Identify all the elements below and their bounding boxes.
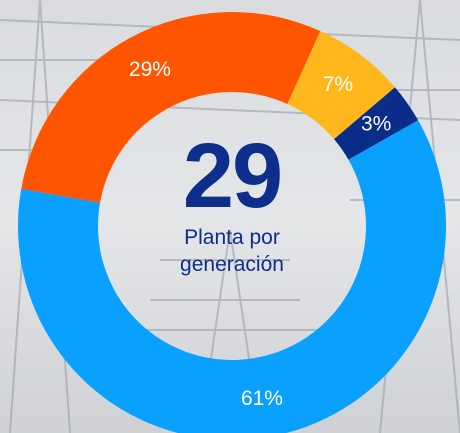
donut-segment <box>334 87 419 160</box>
value-label: 29% <box>129 58 171 81</box>
value-label: 7% <box>323 73 353 96</box>
donut-segment <box>18 120 446 433</box>
center-block: 29 Planta por generación <box>132 128 332 278</box>
center-label: Planta por generación <box>180 226 284 276</box>
value-label: 61% <box>241 387 283 410</box>
value-label: 3% <box>361 113 391 136</box>
donut-segment <box>287 31 395 140</box>
center-value: 29 <box>182 125 283 227</box>
donut-segment <box>21 12 321 203</box>
